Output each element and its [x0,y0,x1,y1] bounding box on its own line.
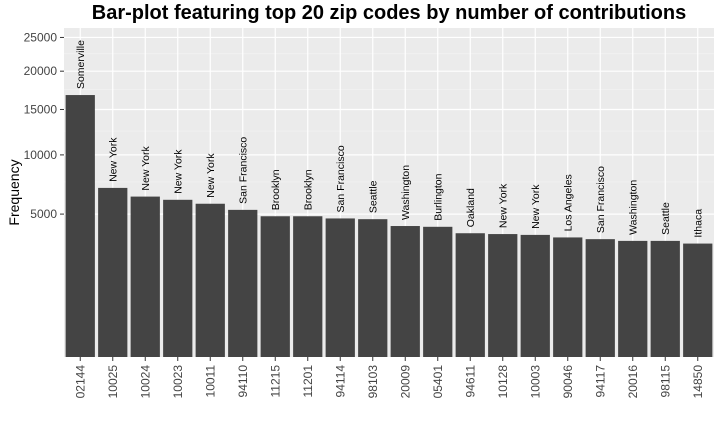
bar-label: New York [108,137,120,182]
bar-label: Washington [628,180,640,235]
y-tick-label: 20000 [24,64,58,78]
bar[interactable] [455,233,485,357]
bar[interactable] [293,216,323,357]
bar[interactable] [195,203,225,357]
y-tick-label: 10000 [24,148,58,162]
x-tick-label: 02144 [73,365,87,399]
bar[interactable] [618,240,648,357]
x-tick-label: 20016 [626,365,640,399]
x-tick-label: 11215 [268,365,282,398]
x-tick-label: 94110 [236,365,250,398]
bar-label: Seattle [660,202,672,235]
bar[interactable] [390,226,420,357]
x-tick-label: 10023 [171,365,185,399]
bar-label: Brooklyn [270,169,282,210]
bar[interactable] [228,209,258,357]
bar[interactable] [423,226,453,357]
bar[interactable] [650,240,680,357]
y-tick-label: 15000 [24,102,58,116]
x-tick-label: 11201 [301,365,315,398]
bar[interactable] [488,234,518,357]
bar-label: New York [498,183,510,228]
bar[interactable] [325,218,355,357]
x-tick-label: 05401 [431,365,445,399]
bar-label: Oakland [465,188,477,227]
x-tick-label: 10128 [496,365,510,399]
bar-label: Burlington [433,173,445,220]
bar[interactable] [65,95,95,358]
x-tick-label: 20009 [398,365,412,399]
x-tick-label: 10011 [203,365,217,398]
bar-label: Washington [400,165,412,220]
x-tick-label: 94611 [463,365,477,398]
bar-label: Los Angeles [563,174,575,231]
x-tick-label: 94117 [593,365,607,398]
x-tick-label: 10025 [106,365,120,399]
bar-label: San Francisco [238,137,250,204]
bar-label: Ithaca [693,209,705,238]
bar[interactable] [683,243,713,357]
x-tick-label: 98103 [366,365,380,399]
bar[interactable] [520,234,550,357]
bar-label: New York [530,184,542,229]
bar-label: San Francisco [335,145,347,212]
y-tick-label: 25000 [24,30,58,44]
bar[interactable] [358,219,388,357]
y-tick-label: 5000 [30,207,57,221]
x-tick-label: 10003 [528,365,542,399]
bar-label: New York [173,149,185,194]
x-tick-label: 14850 [691,365,705,399]
bar[interactable] [260,216,290,357]
bar-label: Brooklyn [303,169,315,210]
bar[interactable] [553,237,583,357]
bar[interactable] [163,199,193,357]
plot-panel [64,28,714,357]
bar[interactable] [130,196,160,357]
x-tick-label: 10024 [138,365,152,399]
y-axis-title: Frequency [6,159,22,225]
bar-label: Somerville [75,40,87,89]
x-tick-label: 90046 [561,365,575,399]
bar-label: New York [140,145,152,190]
bar[interactable] [585,239,615,357]
bar-label: Seattle [368,180,380,213]
bar[interactable] [98,187,128,357]
x-tick-label: 94114 [333,365,347,398]
x-tick-label: 98115 [658,365,672,398]
bar-label: San Francisco [595,166,607,233]
chart-title: Bar-plot featuring top 20 zip codes by n… [91,2,687,24]
bar-label: New York [205,153,217,198]
